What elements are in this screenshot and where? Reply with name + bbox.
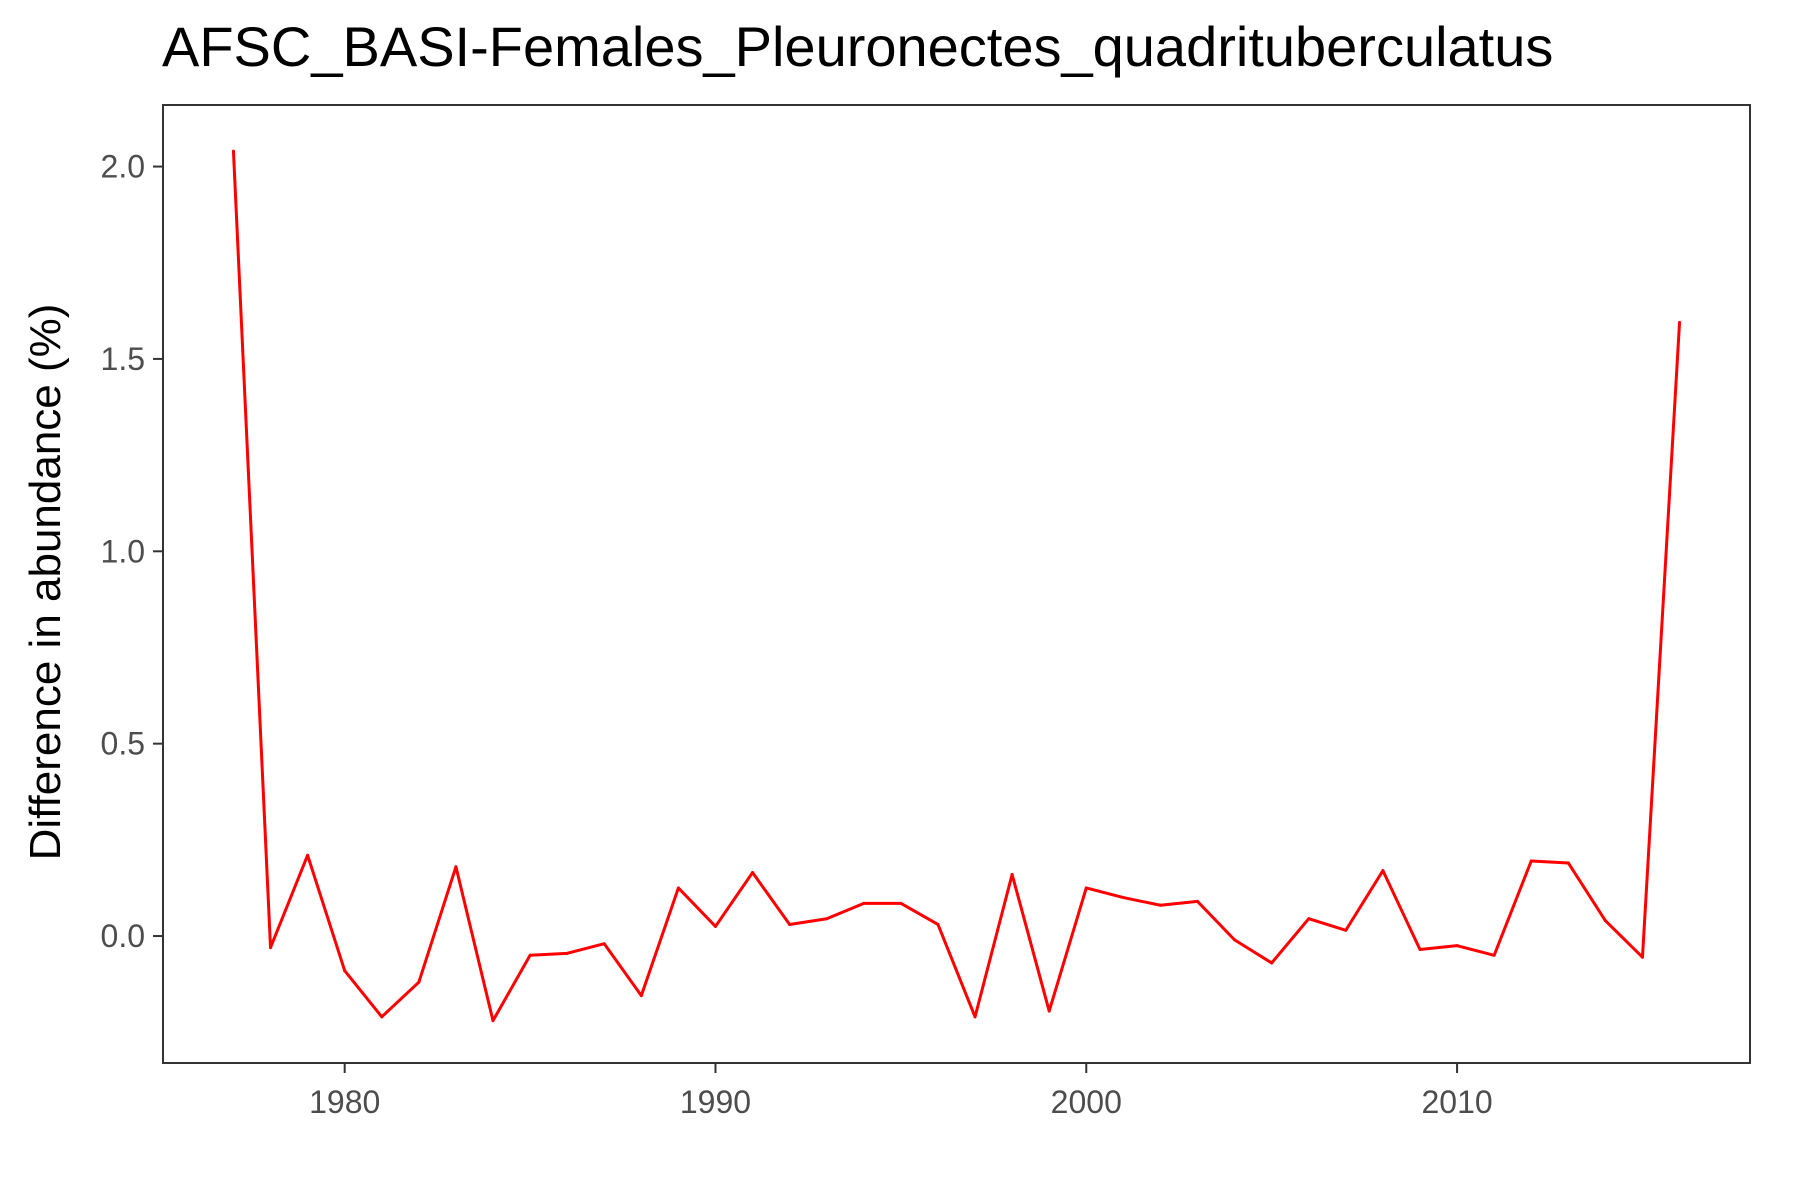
data-point	[1492, 953, 1496, 957]
x-axis: 1980 1990 2000 2010	[309, 1063, 1493, 1120]
data-point	[454, 865, 458, 869]
data-point	[269, 946, 273, 950]
series-line	[231, 151, 1682, 1023]
data-point	[1418, 948, 1422, 952]
data-point	[1529, 859, 1533, 863]
y-axis: 0.0 0.5 1.0 1.5 2.0	[101, 149, 163, 954]
data-point	[973, 1015, 977, 1019]
y-axis-label: Difference in abundance (%)	[21, 304, 70, 861]
data-point	[1196, 899, 1200, 903]
data-point	[1455, 944, 1459, 948]
data-points	[231, 149, 1682, 1023]
data-point	[380, 1015, 384, 1019]
plot-panel	[162, 104, 1751, 1064]
data-point	[1640, 955, 1644, 959]
data-point	[491, 1019, 495, 1023]
data-point	[751, 871, 755, 875]
data-point	[1158, 903, 1162, 907]
data-point	[1381, 869, 1385, 873]
y-tick-label: 0.0	[101, 918, 145, 954]
data-point	[306, 853, 310, 857]
data-point	[1084, 886, 1088, 890]
y-tick-label: 1.5	[101, 341, 145, 377]
data-point	[1047, 1009, 1051, 1013]
data-point	[1010, 872, 1014, 876]
data-point	[1121, 896, 1125, 900]
data-point	[899, 901, 903, 905]
data-point	[1678, 320, 1682, 324]
data-point	[1603, 919, 1607, 923]
data-point	[1307, 917, 1311, 921]
data-point	[825, 917, 829, 921]
data-point	[1344, 928, 1348, 932]
chart-title: AFSC_BASI-Females_Pleuronectes_quadritub…	[162, 15, 1553, 78]
y-tick-label: 0.5	[101, 726, 145, 762]
data-point	[639, 994, 643, 998]
x-tick-label: 1980	[309, 1084, 380, 1120]
x-tick-label: 1990	[680, 1084, 751, 1120]
y-tick-label: 2.0	[101, 149, 145, 185]
data-point	[936, 922, 940, 926]
data-point	[565, 951, 569, 955]
y-tick-label: 1.0	[101, 533, 145, 569]
x-tick-label: 2010	[1421, 1084, 1492, 1120]
data-point	[1270, 961, 1274, 965]
data-point	[676, 886, 680, 890]
data-point	[528, 953, 532, 957]
data-point	[231, 149, 235, 153]
data-point	[1233, 938, 1237, 942]
data-point	[713, 924, 717, 928]
data-point	[417, 980, 421, 984]
data-point	[1566, 861, 1570, 865]
data-point	[343, 969, 347, 973]
x-tick-label: 2000	[1051, 1084, 1122, 1120]
data-point	[602, 942, 606, 946]
data-point	[788, 922, 792, 926]
data-point	[862, 901, 866, 905]
